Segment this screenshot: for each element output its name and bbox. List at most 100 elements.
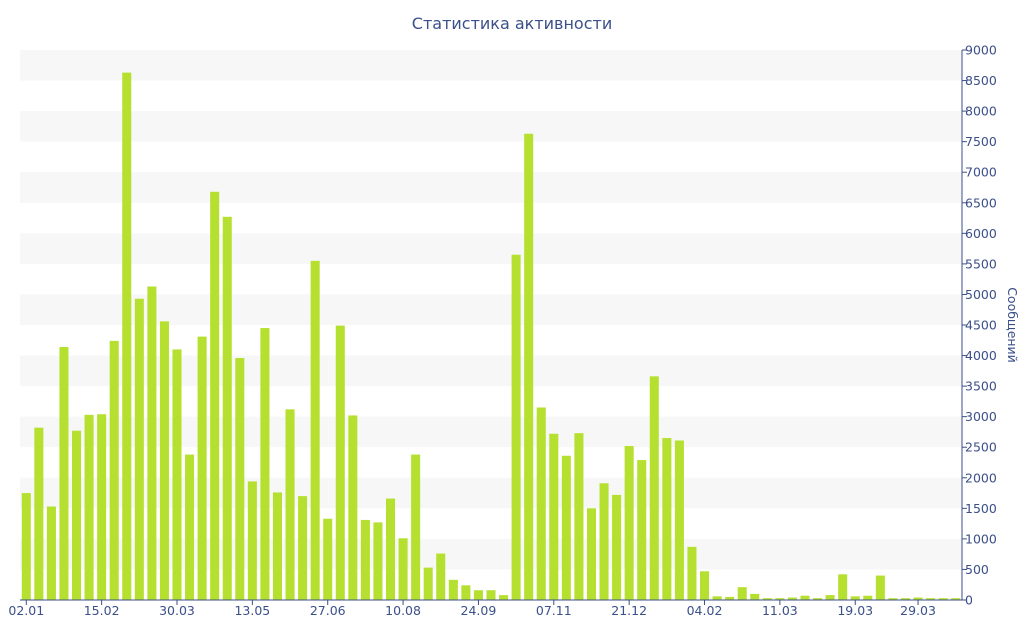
x-tick-label: 10.08 <box>385 603 421 618</box>
bar[interactable] <box>247 481 257 600</box>
bar[interactable] <box>951 598 961 600</box>
bar[interactable] <box>486 590 496 600</box>
bar[interactable] <box>687 546 697 600</box>
x-axis: 02.01 15.02 30.03 13.05 27.06 10.08 24.09 07.11… <box>8 599 962 618</box>
bar[interactable] <box>386 498 396 600</box>
grid-band <box>20 172 962 203</box>
x-tick-label: 27.06 <box>310 603 346 618</box>
bar[interactable] <box>499 595 509 600</box>
bar[interactable] <box>172 349 182 600</box>
bar[interactable] <box>348 415 358 600</box>
bar[interactable] <box>109 340 119 600</box>
bar[interactable] <box>411 454 421 600</box>
bar[interactable] <box>712 596 722 600</box>
x-tick-label: 04.02 <box>687 603 723 618</box>
x-tick-label: 30.03 <box>159 603 195 618</box>
bar[interactable] <box>461 585 471 600</box>
y-tick-label: 7000 <box>965 165 997 180</box>
bar[interactable] <box>800 595 810 600</box>
y-tick-label: 5000 <box>965 287 997 302</box>
bar[interactable] <box>59 347 69 600</box>
bar[interactable] <box>473 590 483 600</box>
bar[interactable] <box>122 72 132 601</box>
bar[interactable] <box>147 286 157 601</box>
bar[interactable] <box>436 553 446 600</box>
bar[interactable] <box>235 358 245 600</box>
bar[interactable] <box>838 574 848 600</box>
bar[interactable] <box>134 298 144 600</box>
x-tick-label: 15.02 <box>84 603 120 618</box>
bar[interactable] <box>72 430 82 600</box>
bar[interactable] <box>524 133 534 600</box>
x-tick-label: 19.03 <box>837 603 873 618</box>
bars <box>21 72 961 601</box>
bar[interactable] <box>574 433 584 600</box>
x-tick-label: 02.01 <box>8 603 44 618</box>
grid-band <box>20 233 962 264</box>
bar[interactable] <box>272 492 282 600</box>
bar[interactable] <box>185 454 195 600</box>
bar[interactable] <box>875 575 885 600</box>
bar[interactable] <box>850 596 860 600</box>
bar[interactable] <box>863 595 873 600</box>
y-tick-label: 4500 <box>965 318 997 333</box>
bar[interactable] <box>813 598 823 600</box>
bar[interactable] <box>335 325 345 600</box>
bar[interactable] <box>285 409 295 600</box>
bar[interactable] <box>775 598 785 600</box>
bar[interactable] <box>725 596 735 600</box>
bar[interactable] <box>561 455 571 600</box>
bar[interactable] <box>21 493 31 600</box>
bar[interactable] <box>159 321 169 600</box>
bar[interactable] <box>612 494 622 600</box>
y-tick-label: 6000 <box>965 226 997 241</box>
bar[interactable] <box>787 597 797 600</box>
x-tick-label: 24.09 <box>461 603 497 618</box>
bar[interactable] <box>360 519 370 600</box>
bar[interactable] <box>825 595 835 600</box>
bar[interactable] <box>913 597 923 600</box>
bar[interactable] <box>926 598 936 600</box>
bar[interactable] <box>210 191 220 600</box>
bar[interactable] <box>888 598 898 600</box>
bar[interactable] <box>34 427 44 600</box>
bar[interactable] <box>323 518 333 600</box>
bar[interactable] <box>448 579 458 600</box>
bar[interactable] <box>762 598 772 600</box>
bar[interactable] <box>260 328 270 600</box>
bar[interactable] <box>84 414 94 600</box>
bar[interactable] <box>599 483 609 600</box>
y-tick-label: 3000 <box>965 409 997 424</box>
bar[interactable] <box>423 567 433 600</box>
chart-title: Статистика активности <box>411 14 613 33</box>
bar[interactable] <box>637 460 647 600</box>
bar[interactable] <box>900 598 910 600</box>
bar[interactable] <box>649 376 659 600</box>
grid-band <box>20 294 962 325</box>
bar[interactable] <box>197 336 207 600</box>
bar[interactable] <box>398 538 408 600</box>
bar[interactable] <box>373 522 383 600</box>
y-tick-label: 4000 <box>965 348 997 363</box>
y-tick-label: 500 <box>965 562 989 577</box>
bar[interactable] <box>586 508 596 600</box>
bar[interactable] <box>737 587 747 600</box>
x-tick-label: 11.03 <box>762 603 798 618</box>
bar[interactable] <box>46 506 56 601</box>
y-axis-label: Сообщений <box>1005 287 1020 363</box>
bar[interactable] <box>662 438 672 600</box>
bar[interactable] <box>511 254 521 600</box>
bar[interactable] <box>298 496 308 600</box>
x-tick-label: 07.11 <box>536 603 572 618</box>
bar[interactable] <box>700 571 710 600</box>
bar[interactable] <box>310 260 320 600</box>
bar[interactable] <box>750 593 760 600</box>
bar[interactable] <box>549 433 559 600</box>
bar[interactable] <box>938 598 948 600</box>
bar[interactable] <box>674 440 684 601</box>
bar[interactable] <box>97 414 107 600</box>
bar[interactable] <box>624 446 634 600</box>
bar[interactable] <box>222 216 232 600</box>
bar[interactable] <box>536 407 546 601</box>
